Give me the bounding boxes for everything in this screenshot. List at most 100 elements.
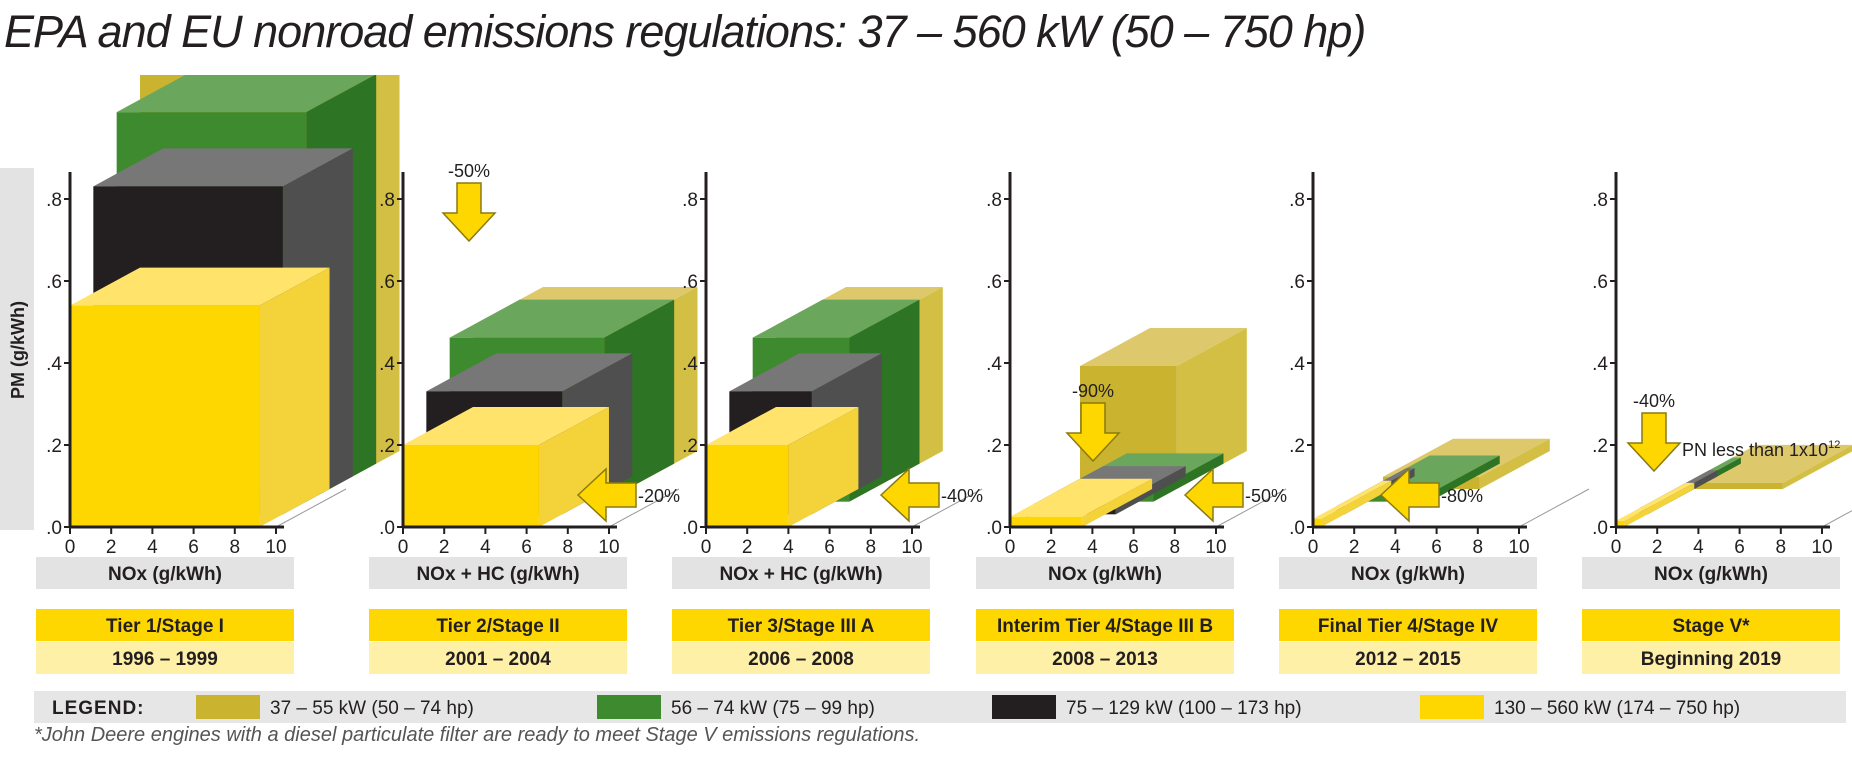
x-tick-label: 4	[1087, 537, 1098, 558]
stage-label: Tier 3/Stage III A	[728, 616, 875, 637]
x-tick-label: 10	[1811, 537, 1832, 558]
stage-label: Interim Tier 4/Stage III B	[997, 616, 1213, 637]
years-label: Beginning 2019	[1641, 649, 1781, 670]
annotation-arrow-left: -80%	[1379, 467, 1483, 523]
box-front-face	[70, 305, 260, 527]
y-tick-label: .6	[46, 272, 62, 293]
years-band	[1582, 642, 1840, 674]
y-tick-label: .4	[1289, 354, 1305, 375]
x-tick-label: 4	[1693, 537, 1704, 558]
box-side-face	[1782, 445, 1852, 489]
y-tick-label: .8	[1289, 190, 1305, 211]
box-side-face	[259, 267, 330, 527]
y-axis-label-band	[0, 168, 34, 530]
box-front-face	[1313, 518, 1322, 527]
y-tick-label: .0	[46, 518, 62, 539]
x-tick-label: 6	[1128, 537, 1139, 558]
y-tick-label: .2	[379, 436, 395, 457]
plot-layer: .0 .2 .4 .6 .8 0 2 4 6 8 10 .0 .2 .4 .6 .8 0 2 4 6 8 10 -50% -2…	[46, 0, 1852, 558]
y-tick-label: .6	[1592, 272, 1608, 293]
arrow-left-icon	[576, 467, 637, 523]
panel-3: .0 .2 .4 .6 .8 0 2 4 6 8 10 -40%	[682, 172, 983, 558]
box-top-face	[706, 407, 859, 445]
box-top-face	[1080, 328, 1247, 366]
x-tick-label: 10	[901, 537, 922, 558]
x-axis-label-band	[976, 557, 1234, 589]
x-tick-label: 8	[866, 537, 877, 558]
x-tick-label: 2	[106, 537, 117, 558]
annotation-label: -90%	[1072, 381, 1114, 401]
x-tick-label: 8	[1776, 537, 1787, 558]
box-side-face	[1082, 478, 1153, 527]
y-tick-label: .6	[682, 272, 698, 293]
annotation-arrow-down: -40%	[1626, 391, 1682, 473]
years-label: 2006 – 2008	[748, 649, 854, 670]
stage-band	[1279, 609, 1537, 641]
x-tick-label: 6	[521, 537, 532, 558]
annotation-label: -50%	[1245, 486, 1287, 506]
stage-label: Final Tier 4/Stage IV	[1318, 616, 1499, 637]
y-tick-label: .4	[379, 354, 395, 375]
y-tick-label: .8	[986, 190, 1002, 211]
depth-guide-line	[1215, 488, 1287, 528]
x-tick-label: 4	[480, 537, 491, 558]
box-side-face	[1321, 480, 1392, 527]
y-tick-label: .0	[1289, 518, 1305, 539]
x-axis-label-band	[36, 557, 294, 589]
x-tick-label: 2	[439, 537, 450, 558]
annotation-label: -40%	[1633, 391, 1675, 411]
depth-guide-line	[275, 488, 347, 528]
x-axis-label: NOx (g/kWh)	[108, 564, 222, 585]
x-tick-label: 6	[1431, 537, 1442, 558]
years-band	[672, 642, 930, 674]
box-side-face	[1115, 466, 1186, 515]
y-tick-label: .8	[682, 190, 698, 211]
years-band	[976, 642, 1234, 674]
x-tick-label: 10	[1205, 537, 1226, 558]
annotation-arrow-left: -40%	[879, 467, 983, 523]
legend-swatch	[597, 695, 661, 719]
annotation-label: -50%	[448, 161, 490, 181]
y-tick-label: .8	[1592, 190, 1608, 211]
x-axis-label-band	[1582, 557, 1840, 589]
chart-title: EPA and EU nonroad emissions regulations…	[4, 6, 1366, 57]
box-side-face	[1153, 453, 1224, 502]
years-band	[1279, 642, 1537, 674]
y-axis-label: PM (g/kWh)	[8, 301, 28, 399]
legend-item-label: 56 – 74 kW (75 – 99 hp)	[671, 698, 875, 719]
x-tick-label: 6	[1734, 537, 1745, 558]
box-front-face	[403, 445, 539, 527]
depth-guide-line	[1821, 510, 1852, 528]
box-top-face	[140, 0, 400, 38]
years-label: 2012 – 2015	[1355, 649, 1461, 670]
arrow-left-icon	[1183, 467, 1244, 523]
box-top-face	[1616, 482, 1695, 521]
y-tick-label: .6	[986, 272, 1002, 293]
x-tick-label: 4	[783, 537, 794, 558]
stage-band	[976, 609, 1234, 641]
box-side-face	[788, 407, 859, 527]
x-tick-label: 10	[265, 537, 286, 558]
footnote: *John Deere engines with a diesel partic…	[34, 724, 921, 746]
box-top-face	[426, 353, 633, 392]
x-axis-label-band	[672, 557, 930, 589]
box-side-face	[1479, 438, 1550, 489]
x-tick-label: 4	[1390, 537, 1401, 558]
x-tick-label: 8	[1473, 537, 1484, 558]
panel-4: .0 .2 .4 .6 .8 0 2 4 6 8 10 -90% -50%	[986, 172, 1287, 558]
years-label: 2001 – 2004	[445, 649, 551, 670]
y-tick-label: .8	[46, 190, 62, 211]
box-side-face	[1176, 328, 1247, 489]
y-tick-label: .0	[986, 518, 1002, 539]
x-axis-label: NOx (g/kWh)	[1654, 564, 1768, 585]
box-top-face	[729, 353, 882, 392]
y-tick-label: .2	[1289, 436, 1305, 457]
x-tick-label: 0	[1308, 537, 1319, 558]
years-band	[36, 642, 294, 674]
x-axis-label: NOx (g/kWh)	[1048, 564, 1162, 585]
y-tick-label: .0	[1592, 518, 1608, 539]
x-tick-label: 2	[1046, 537, 1057, 558]
stage-band	[36, 609, 294, 641]
panel-1: .0 .2 .4 .6 .8 0 2 4 6 8 10	[46, 0, 400, 558]
